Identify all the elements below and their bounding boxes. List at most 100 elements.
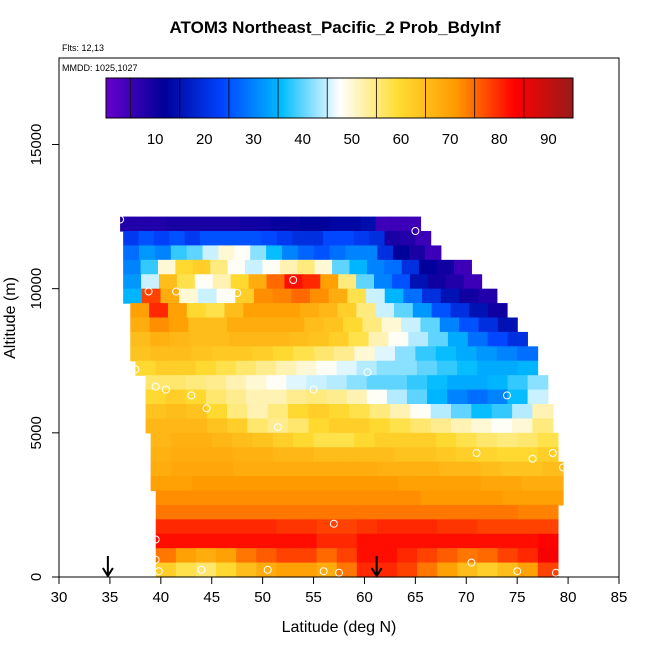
heatmap-cell [339, 490, 360, 506]
heatmap-cell [366, 259, 385, 275]
heatmap-cell [369, 418, 391, 434]
heatmap-cell [293, 447, 315, 463]
heatmap-cell [532, 418, 554, 434]
heatmap-cell [237, 490, 259, 506]
heatmap-cell [195, 548, 217, 564]
heatmap-cell [130, 303, 150, 319]
heatmap-cell [154, 245, 172, 261]
heatmap-cell [333, 346, 355, 362]
heatmap-cell [326, 389, 348, 405]
heatmap-cell [307, 231, 324, 247]
heatmap-cell [338, 274, 357, 290]
heatmap-cell [262, 259, 281, 275]
heatmap-cell [437, 548, 458, 564]
heatmap-cell [240, 216, 256, 232]
heatmap-cell [294, 461, 317, 477]
heatmap-cell [440, 288, 461, 304]
heatmap-cell [253, 288, 274, 304]
heatmap-cell [246, 389, 267, 405]
heatmap-cell [410, 418, 432, 434]
heatmap-cell [349, 259, 368, 275]
heatmap-cell [542, 461, 564, 477]
heatmap-cell [315, 476, 337, 492]
heatmap-cell [330, 216, 346, 232]
heatmap-cell [437, 504, 458, 520]
heatmap-cell [266, 245, 283, 261]
heatmap-cell [409, 245, 426, 261]
heatmap-cell [252, 432, 274, 448]
sample-point [482, 276, 491, 284]
heatmap-cell [294, 476, 317, 492]
heatmap-cell [356, 504, 378, 520]
heatmap-cell [388, 331, 409, 347]
heatmap-cell [537, 533, 559, 549]
heatmap-cell [435, 447, 457, 463]
heatmap-cell [406, 375, 428, 391]
heatmap-cell [186, 418, 208, 434]
heatmap-cell [439, 461, 461, 477]
heatmap-cell [393, 303, 414, 319]
heatmap-cell [497, 562, 519, 578]
heatmap-cell [289, 331, 310, 347]
heatmap-cell [323, 317, 344, 333]
heatmap-cell [155, 562, 177, 578]
heatmap-cell [123, 274, 142, 290]
sample-point [187, 391, 196, 400]
heatmap-cell [209, 331, 231, 347]
heatmap-cell [417, 548, 438, 564]
heatmap-cell [236, 504, 257, 520]
heatmap-cell [276, 533, 298, 549]
heatmap-cell [436, 259, 455, 275]
heatmap-cell [139, 245, 156, 261]
heatmap-cell [384, 288, 404, 304]
heatmap-cell [252, 447, 274, 463]
heatmap-cell [186, 303, 207, 319]
heatmap-cell [354, 346, 376, 362]
heatmap-cell [476, 346, 498, 362]
heatmap-cell [292, 231, 309, 247]
heatmap-cell [326, 375, 348, 391]
heatmap-cell [406, 389, 428, 405]
heatmap-cell [277, 490, 299, 506]
heatmap-cell [517, 432, 539, 448]
heatmap-cell [497, 548, 519, 564]
heatmap-cell [281, 245, 299, 261]
heatmap-cell [149, 303, 169, 319]
colorbar: 10 20 30 40 50 60 70 80 90 [105, 77, 574, 148]
heatmap-cell [274, 476, 296, 492]
heatmap-cell [309, 288, 330, 304]
heatmap-cell [296, 533, 318, 549]
heatmap-cell [337, 303, 357, 319]
heatmap-cell [170, 245, 188, 261]
sample-point [467, 558, 476, 567]
heatmap-cell [288, 404, 310, 420]
sample-point [141, 440, 150, 449]
heatmap-cell [236, 562, 257, 578]
heatmap-cell [488, 303, 508, 319]
heatmap-cell [456, 447, 478, 463]
heatmap-cell [150, 432, 172, 448]
heatmap-cell [318, 490, 340, 506]
heatmap-cell [216, 562, 237, 578]
heatmap-cell [175, 562, 197, 578]
heatmap-cell [422, 288, 442, 304]
heatmap-cell [160, 288, 180, 304]
heatmap-cell [476, 432, 498, 448]
heatmap-cell [130, 346, 152, 362]
heatmap-cell [362, 317, 383, 333]
sample-point [154, 567, 163, 576]
colorbar-tick-label: 60 [393, 131, 410, 148]
heatmap-cell [141, 288, 162, 304]
sample-point [151, 535, 160, 544]
heatmap-cell [206, 418, 228, 434]
heatmap-cell [175, 519, 197, 535]
heatmap-cell [467, 331, 489, 347]
sample-point [319, 567, 328, 576]
heatmap-cell [408, 331, 429, 347]
heatmap-cell [185, 375, 207, 391]
heatmap-cell [123, 245, 140, 261]
heatmap-cell [381, 317, 402, 333]
heatmap-cell [247, 404, 269, 420]
heatmap-cell [487, 389, 509, 405]
heatmap-cell [123, 231, 140, 247]
